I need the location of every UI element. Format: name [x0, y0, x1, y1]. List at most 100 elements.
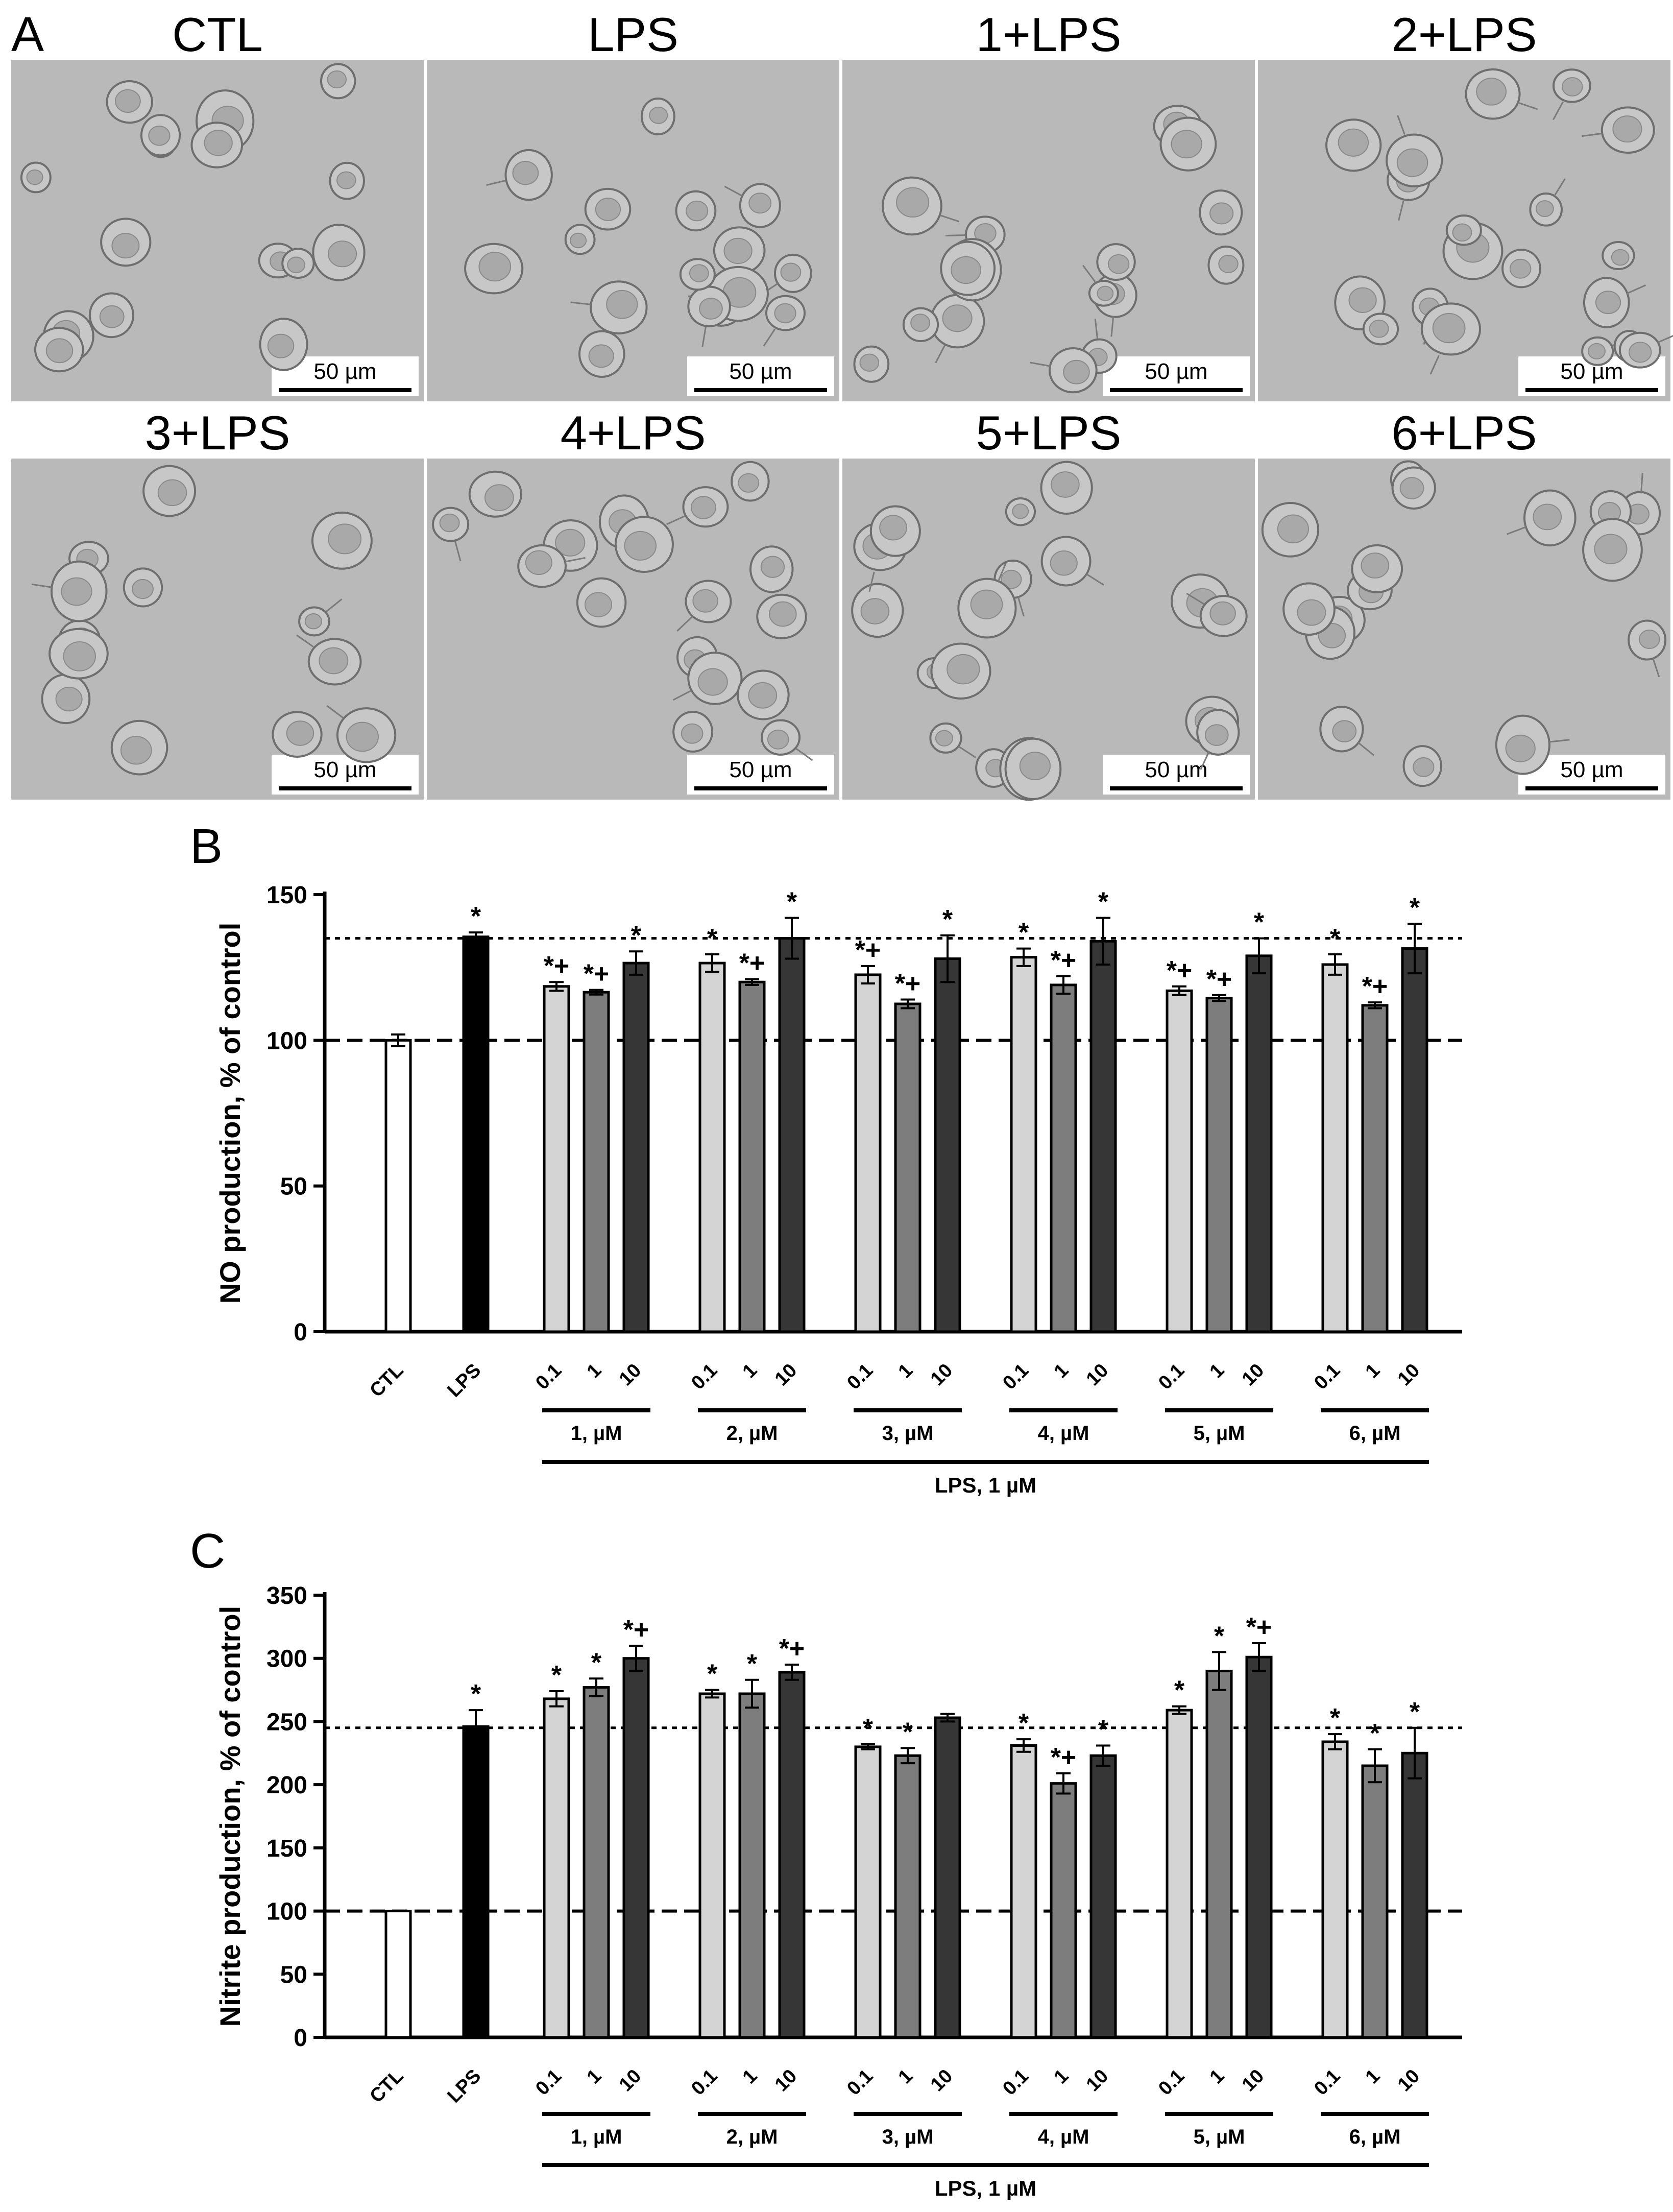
- cell-process: [1554, 178, 1566, 197]
- lps-bracket-label: LPS, 1 µM: [935, 1473, 1036, 1497]
- cell-process: [1518, 102, 1538, 110]
- dose-label: 0.1: [687, 2065, 721, 2100]
- panel-label-c: C: [190, 1524, 225, 1578]
- cell-process: [676, 616, 693, 632]
- cell-process: [486, 179, 507, 186]
- significance-label: *: [631, 921, 642, 950]
- significance-label: *+: [739, 948, 765, 978]
- cell-nucleus: [692, 589, 718, 613]
- cell-nucleus: [935, 730, 953, 747]
- cell-nucleus: [1209, 601, 1236, 626]
- scale-bar-label: 50 µm: [729, 359, 792, 384]
- cell-nucleus: [681, 723, 704, 744]
- cell-nucleus: [267, 333, 295, 358]
- cell-nucleus: [760, 556, 785, 578]
- bar: [583, 1686, 610, 2039]
- cell-nucleus: [689, 264, 709, 282]
- cell-nucleus: [686, 200, 709, 222]
- cell-nucleus: [45, 338, 74, 364]
- micrograph-tile: LPS 50 µm: [427, 8, 839, 401]
- cell-nucleus: [1638, 629, 1660, 649]
- cell-nucleus: [1562, 77, 1583, 97]
- scale-bar-label: 50 µm: [313, 359, 376, 384]
- cell-nucleus: [1476, 78, 1507, 106]
- significance-label: *+: [584, 959, 610, 989]
- cell-nucleus: [1612, 115, 1642, 143]
- bar: [854, 973, 882, 1333]
- micrograph-title: LPS: [588, 8, 678, 61]
- micrograph-title: CTL: [172, 8, 263, 61]
- cell-nucleus: [970, 589, 1003, 619]
- cell-nucleus: [99, 305, 125, 328]
- dose-label: 0.1: [1154, 2065, 1189, 2100]
- bar: [854, 1745, 882, 2039]
- group-label: 1, µM: [571, 2126, 622, 2148]
- y-tick-label: 50: [280, 1173, 307, 1200]
- cell-nucleus: [860, 598, 890, 624]
- dose-label: 0.1: [1154, 1360, 1189, 1394]
- dose-label: 1: [1206, 1360, 1229, 1383]
- cell-nucleus: [512, 161, 539, 185]
- cell-process: [795, 748, 813, 761]
- cell-nucleus: [1204, 724, 1229, 746]
- bar: [934, 1716, 961, 2039]
- bar: [698, 1692, 726, 2039]
- bar: [583, 991, 610, 1333]
- dose-label: 0.1: [687, 1360, 721, 1394]
- dose-label: 10: [615, 2065, 646, 2096]
- significance-label: *: [1330, 924, 1341, 953]
- y-tick-label: 350: [266, 1582, 307, 1609]
- cell-nucleus: [859, 353, 880, 372]
- cell-process: [1582, 132, 1603, 137]
- cell-nucleus: [287, 256, 305, 274]
- significance-label: *: [1019, 918, 1029, 948]
- cell-nucleus: [1019, 752, 1051, 781]
- cell-process: [325, 598, 343, 613]
- cell-process: [1398, 200, 1404, 221]
- cell-nucleus: [780, 262, 802, 282]
- cell-process: [724, 185, 743, 197]
- cell-process: [1652, 657, 1660, 678]
- cell-nucleus: [624, 531, 657, 561]
- dose-label: 0.1: [999, 1360, 1033, 1394]
- cell-process: [454, 541, 462, 562]
- group-label: 2, µM: [726, 1422, 778, 1445]
- cell-nucleus: [1277, 514, 1309, 544]
- significance-label: *: [787, 887, 797, 917]
- cell-nucleus: [1505, 734, 1536, 762]
- cell-nucleus: [1171, 130, 1202, 159]
- micrograph-title: 2+LPS: [1392, 8, 1537, 61]
- significance-label: *: [1174, 1676, 1185, 1705]
- dose-label: 1: [583, 2065, 606, 2088]
- y-axis-label: Nitrite production, % of control: [214, 1606, 246, 2027]
- significance-label: *: [1330, 1703, 1341, 1733]
- cell-nucleus: [1594, 534, 1628, 564]
- bar: [778, 1671, 806, 2039]
- cell-nucleus: [748, 193, 772, 214]
- significance-label: *: [1214, 1621, 1225, 1651]
- cell-nucleus: [879, 515, 907, 541]
- significance-label: *+: [855, 935, 881, 965]
- cell-process: [1086, 573, 1104, 586]
- cell-nucleus: [748, 682, 778, 709]
- cell-nucleus: [286, 720, 314, 746]
- cell-nucleus: [204, 130, 233, 156]
- group-label: 3, µM: [882, 1422, 934, 1445]
- dose-label: 10: [771, 1360, 802, 1390]
- cell-nucleus: [951, 256, 981, 284]
- bar: [622, 961, 650, 1333]
- cell-process: [1110, 316, 1114, 337]
- y-tick-label: 200: [266, 1772, 307, 1799]
- cell-nucleus: [115, 89, 141, 113]
- bar: [1050, 983, 1077, 1333]
- bar: [384, 1910, 412, 2039]
- cell-process: [296, 634, 314, 648]
- group-label: 6, µM: [1349, 2126, 1401, 2148]
- cell-process: [958, 746, 977, 758]
- dose-label: 1: [1362, 2065, 1385, 2088]
- significance-label: *: [471, 1679, 481, 1709]
- y-tick-label: 300: [266, 1646, 307, 1673]
- bar: [1089, 940, 1117, 1333]
- significance-label: *+: [1051, 1743, 1077, 1772]
